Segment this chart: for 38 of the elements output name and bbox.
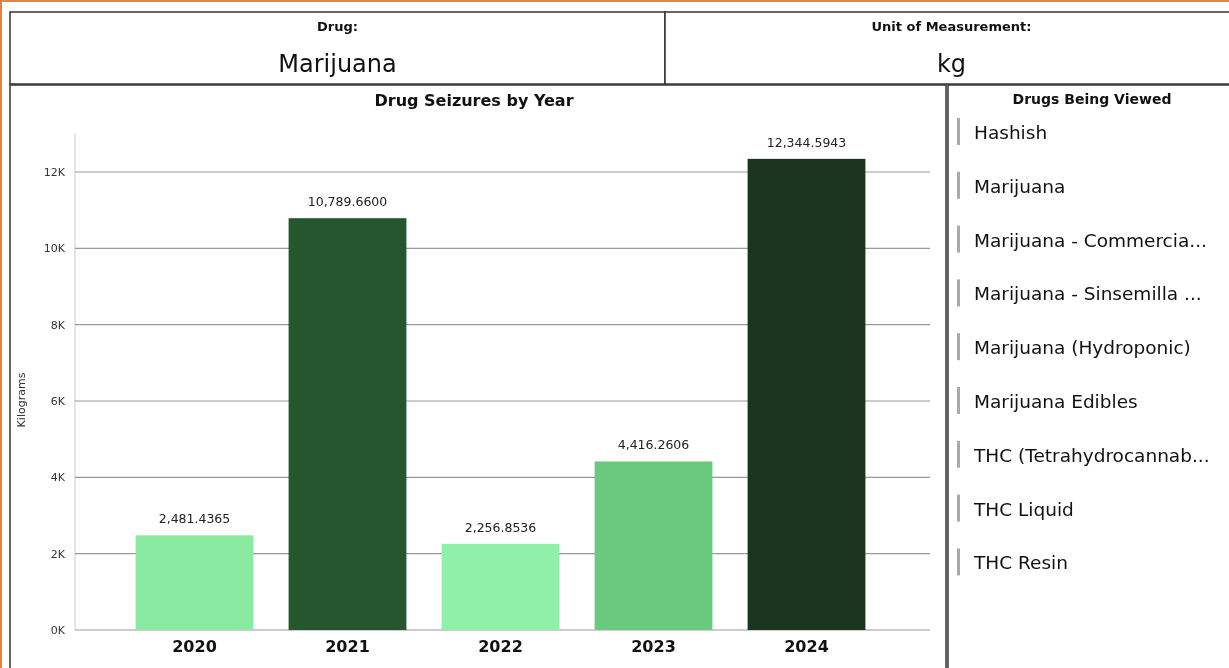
x-tick-label: 2020: [172, 637, 217, 656]
data-label: 2,481.4365: [158, 511, 231, 527]
text: THC (Tetrahydrocannab...: [973, 444, 1210, 466]
y-tick-label: 10K: [43, 242, 66, 256]
text: THC Resin: [973, 552, 1068, 574]
text: Marijuana: [974, 175, 1066, 197]
bar: [441, 543, 560, 630]
bar: [594, 461, 713, 630]
x-tick-label: 2023: [631, 637, 676, 656]
y-tick-label: 8K: [50, 318, 66, 332]
text: Marijuana Edibles: [974, 391, 1138, 412]
text: kg: [936, 50, 967, 78]
y-axis-title: Kilograms: [15, 372, 28, 428]
bar: [288, 218, 407, 630]
y-tick-label: 2K: [50, 547, 66, 561]
data-label: 10,789.6600: [307, 194, 388, 210]
text: Marijuana - Sinsemilla ...: [974, 283, 1202, 305]
text: Hashish: [974, 122, 1048, 143]
text: Marijuana (Hydroponic): [974, 337, 1191, 359]
x-tick-label: 2021: [325, 637, 370, 656]
data-label: 12,344.5943: [766, 134, 847, 150]
text: Unit of Measurement:: [871, 19, 1032, 34]
text: Drugs Being Viewed: [1012, 91, 1172, 107]
text: Marijuana - Commercia...: [974, 229, 1207, 251]
text: Marijuana: [278, 50, 397, 78]
x-tick-label: 2022: [478, 637, 523, 656]
data-label: 2,256.8536: [464, 519, 537, 535]
y-tick-label: 6K: [50, 394, 66, 408]
y-tick-label: 12K: [43, 165, 66, 179]
x-tick-label: 2024: [784, 637, 829, 656]
y-tick-label: 0K: [50, 623, 66, 637]
text: THC Liquid: [973, 498, 1074, 520]
bar: [747, 158, 866, 630]
text: Drug:: [317, 19, 358, 34]
y-tick-label: 4K: [50, 471, 66, 485]
data-label: 4,416.2606: [617, 437, 690, 453]
bar: [135, 535, 254, 630]
chart-title: Drug Seizures by Year: [374, 91, 574, 110]
